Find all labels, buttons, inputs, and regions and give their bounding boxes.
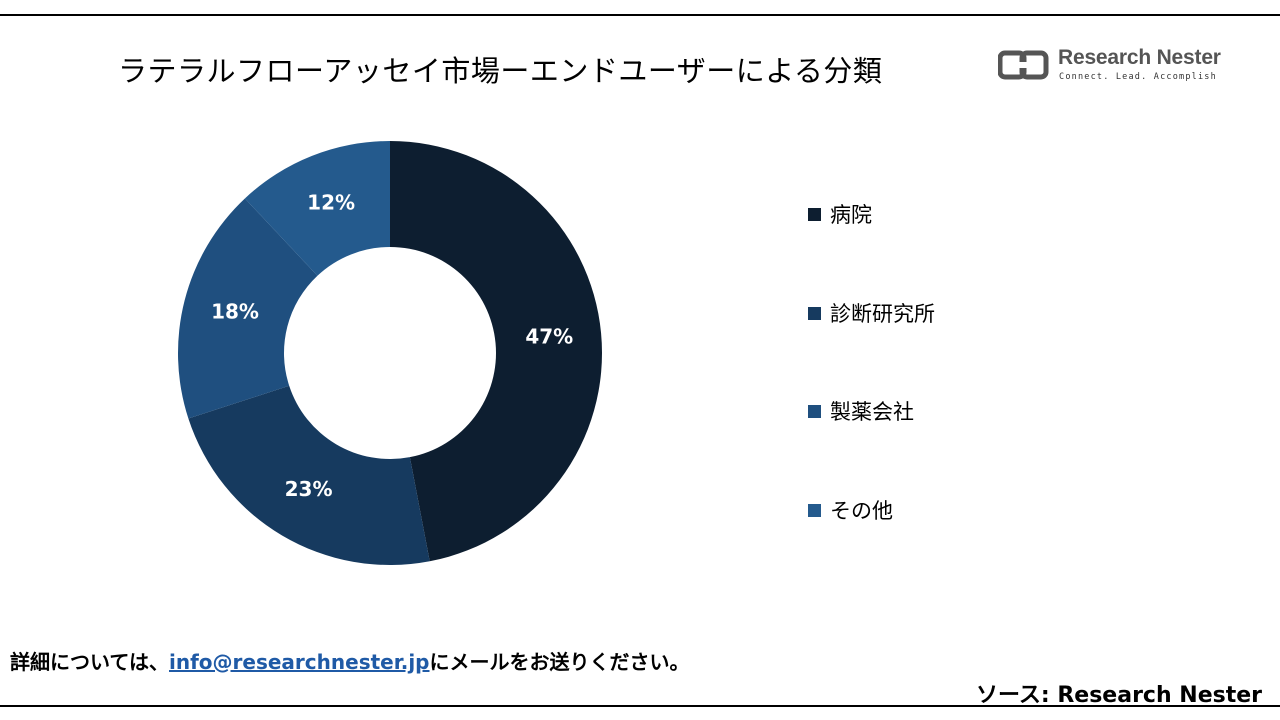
footer-prefix: 詳細については、 [10, 650, 169, 674]
donut-slice-1 [390, 141, 602, 562]
logo: Research Nester Connect. Lead. Accomplis… [998, 46, 1228, 86]
legend-label: その他 [830, 499, 893, 523]
research-nester-logo-icon [998, 50, 1049, 80]
logo-name: Research Nester [1058, 46, 1221, 69]
legend-swatch [808, 404, 821, 418]
footer-suffix: にメールをお送りください。 [429, 650, 690, 674]
legend-item-1: 病院 [808, 199, 872, 229]
footer-note: 詳細については、info@researchnester.jpにメールをお送りくだ… [10, 646, 690, 675]
legend-swatch [808, 503, 821, 517]
data-label-4: 12% [307, 191, 355, 215]
legend-swatch [808, 306, 821, 320]
legend-label: 製薬会社 [830, 400, 914, 424]
source-credit: ソース: Research Nester [975, 683, 1262, 708]
legend-label: 診断研究所 [830, 302, 935, 326]
legend-label: 病院 [830, 203, 872, 227]
donut-chart: 47% 23% 18% 12% [178, 141, 602, 565]
data-label-1: 47% [525, 324, 573, 348]
legend-swatch [808, 207, 821, 221]
legend-item-3: 製薬会社 [808, 396, 914, 426]
bottom-rule [0, 705, 1280, 707]
logo-tagline: Connect. Lead. Accomplish [1059, 72, 1217, 82]
data-label-3: 18% [211, 300, 259, 324]
data-label-2: 23% [285, 477, 333, 501]
legend-item-2: 診断研究所 [808, 298, 935, 328]
email-link[interactable]: info@researchnester.jp [169, 650, 430, 674]
page-title: ラテラルフローアッセイ市場ーエンドユーザーによる分類 [118, 54, 883, 88]
legend-item-4: その他 [808, 495, 893, 525]
top-rule [0, 14, 1280, 16]
donut-slice-2 [188, 385, 430, 565]
donut-slice-3 [178, 198, 318, 419]
donut-slice-4 [244, 141, 390, 276]
